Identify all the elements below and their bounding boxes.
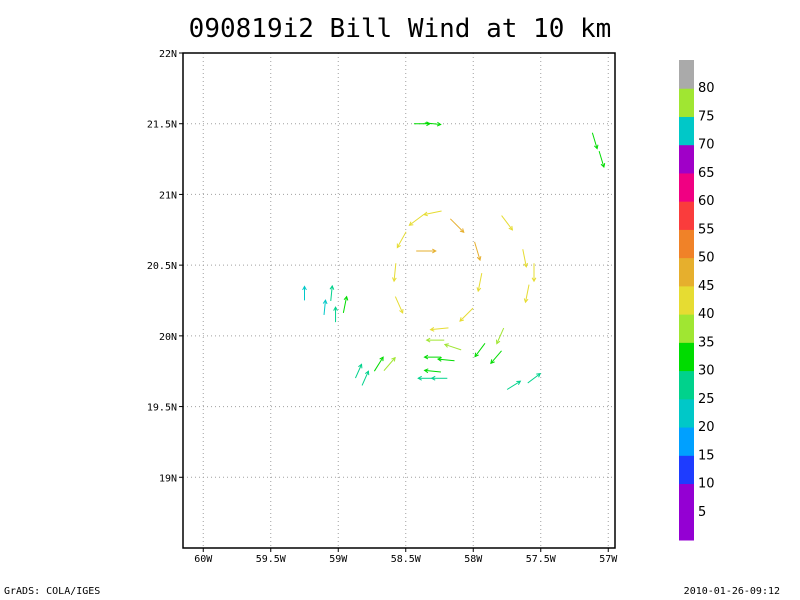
- wind-vector: [495, 327, 505, 345]
- wind-vector: [302, 285, 307, 301]
- y-tick-label: 21N: [159, 190, 177, 201]
- footer-timestamp: 2010-01-26-09:12: [683, 586, 780, 597]
- wind-vector: [459, 307, 474, 322]
- wind-vector: [422, 210, 442, 217]
- wind-vector: [436, 357, 455, 362]
- footer-grads-credit: GrADS: COLA/IGES: [4, 586, 101, 597]
- y-tick-label: 20.5N: [147, 261, 177, 272]
- colorbar-swatch: [679, 455, 694, 485]
- wind-vector: [408, 214, 425, 226]
- wind-vector: [361, 370, 370, 386]
- colorbar: 5 10 15 20 25 30 35 40 45 50 55 60 65 70 75 80: [679, 60, 715, 541]
- colorbar-swatch: [679, 257, 694, 287]
- x-tick-label: 57W: [599, 554, 618, 565]
- wind-vector: [423, 354, 442, 360]
- wind-vector: [342, 295, 349, 313]
- x-tick-label: 59W: [329, 554, 348, 565]
- y-tick-label: 20N: [159, 332, 177, 343]
- colorbar-label: 10: [698, 477, 715, 492]
- wind-vector: [430, 375, 448, 381]
- x-axis-ticks: 60W 59.5W 59W 58.5W 58W 57.5W 57W: [194, 548, 618, 565]
- colorbar-swatch: [679, 88, 694, 117]
- y-tick-label: 19N: [159, 473, 177, 484]
- wind-vector: [522, 249, 528, 268]
- colorbar-swatch: [679, 116, 694, 146]
- plot-frame: [182, 52, 616, 549]
- wind-vector: [394, 296, 404, 314]
- colorbar-swatch: [679, 427, 694, 456]
- wind-vector: [506, 380, 522, 390]
- colorbar-swatch: [679, 201, 694, 230]
- x-tick-label: 58.5W: [391, 554, 422, 565]
- colorbar-swatch: [679, 342, 694, 372]
- colorbar-label: 75: [698, 109, 715, 124]
- colorbar-label: 5: [698, 505, 706, 520]
- colorbar-label: 30: [698, 364, 715, 379]
- colorbar-swatch: [679, 314, 694, 343]
- colorbar-swatch: [679, 172, 694, 202]
- wind-vector: [392, 263, 397, 283]
- x-tick-label: 60W: [194, 554, 213, 565]
- colorbar-label: 50: [698, 251, 715, 266]
- wind-vector: [396, 231, 407, 249]
- grid-lines: [183, 52, 615, 548]
- wind-vector: [425, 337, 445, 343]
- x-tick-label: 59.5W: [256, 554, 287, 565]
- chart-title: 090819i2 Bill Wind at 10 km: [188, 14, 612, 44]
- wind-vector: [383, 356, 396, 371]
- colorbar-swatch: [679, 370, 694, 400]
- colorbar-label: 25: [698, 392, 715, 407]
- wind-vector: [474, 241, 482, 262]
- wind-vector: [501, 215, 514, 231]
- colorbar-label: 20: [698, 420, 715, 435]
- colorbar-label: 60: [698, 194, 715, 209]
- wind-vector: [527, 372, 542, 384]
- colorbar-swatch: [679, 229, 694, 259]
- colorbar-swatch: [679, 483, 694, 513]
- colorbar-label: 55: [698, 222, 715, 237]
- wind-vector: [329, 284, 335, 301]
- wind-vector: [322, 299, 328, 315]
- y-tick-label: 21.5N: [147, 120, 177, 131]
- colorbar-swatch: [679, 144, 694, 174]
- wind-vector: [449, 218, 465, 233]
- wind-vector: [490, 350, 502, 365]
- x-tick-label: 57.5W: [526, 554, 557, 565]
- wind-vector: [354, 363, 363, 379]
- colorbar-label: 80: [698, 81, 715, 96]
- colorbar-label: 45: [698, 279, 715, 294]
- y-tick-label: 19.5N: [147, 403, 177, 414]
- wind-vector: [429, 327, 449, 332]
- x-tick-label: 58W: [464, 554, 483, 565]
- colorbar-swatch: [679, 511, 694, 541]
- wind-vector: [333, 306, 338, 323]
- wind-vector: [424, 121, 442, 127]
- wind-vector: [476, 272, 483, 293]
- colorbar-label: 70: [698, 138, 715, 153]
- wind-vector: [373, 356, 384, 372]
- colorbar-label: 15: [698, 448, 715, 463]
- wind-vector: [531, 263, 537, 283]
- wind-vector: [591, 132, 599, 150]
- wind-vector: [474, 343, 486, 358]
- colorbar-swatch: [679, 285, 694, 315]
- colorbar-swatch: [679, 398, 694, 428]
- wind-vector: [598, 150, 606, 169]
- y-axis-ticks: 22N 21.5N 21N 20.5N 20N 19.5N 19N: [147, 49, 183, 484]
- wind-vector: [443, 343, 462, 351]
- wind-vector: [423, 368, 441, 374]
- wind-vector: [413, 121, 431, 127]
- wind-vector: [523, 284, 530, 304]
- colorbar-label: 35: [698, 335, 715, 350]
- wind-vector: [416, 248, 437, 254]
- colorbar-label: 40: [698, 307, 715, 322]
- y-tick-label: 22N: [159, 49, 177, 60]
- wind-vectors: [302, 121, 606, 390]
- colorbar-label: 65: [698, 166, 715, 181]
- colorbar-swatch: [679, 60, 694, 89]
